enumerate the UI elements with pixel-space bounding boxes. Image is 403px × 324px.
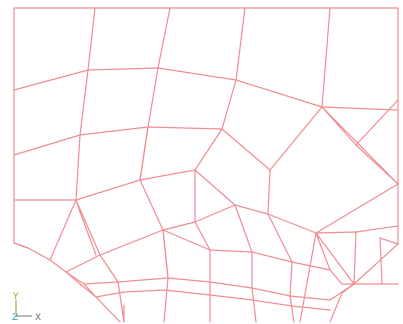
mesh-edge bbox=[315, 232, 331, 271]
mesh-edge bbox=[139, 126, 149, 181]
mesh-edge bbox=[289, 261, 295, 323]
mesh-edge bbox=[194, 169, 269, 215]
mesh-edge bbox=[194, 204, 236, 223]
mesh-edge bbox=[329, 269, 343, 285]
mesh-edge bbox=[65, 254, 101, 273]
mesh-edge bbox=[315, 232, 355, 285]
mesh-edge bbox=[267, 213, 293, 263]
mesh-edge bbox=[99, 229, 164, 256]
mesh-edge bbox=[75, 199, 101, 256]
mesh-edge bbox=[162, 229, 211, 251]
mesh-edge bbox=[162, 229, 169, 279]
mesh-edge bbox=[329, 243, 399, 323]
mesh-edge bbox=[75, 7, 96, 213]
mesh-edge bbox=[75, 169, 196, 201]
mesh-edge bbox=[353, 231, 357, 285]
mesh-edge bbox=[209, 249, 331, 271]
triad-x-label: X bbox=[35, 313, 41, 323]
mesh-edge bbox=[379, 237, 383, 285]
mesh-edge bbox=[251, 251, 257, 323]
mesh-edge bbox=[321, 106, 399, 185]
mesh-edge bbox=[379, 237, 399, 245]
mesh-edge bbox=[49, 199, 77, 261]
mesh-edge bbox=[221, 7, 246, 130]
mesh-edge bbox=[95, 289, 331, 311]
mesh-edge bbox=[79, 211, 97, 256]
mesh-edge bbox=[355, 225, 399, 233]
axis-triad: Y Z X bbox=[12, 292, 41, 323]
mesh-edge bbox=[194, 221, 211, 251]
mesh-edge bbox=[13, 67, 399, 111]
mesh-edge bbox=[83, 283, 97, 298]
mesh-edge bbox=[329, 283, 355, 301]
mesh-edge bbox=[321, 7, 331, 108]
triad-z-label: Z bbox=[12, 313, 18, 323]
triad-y-label: Y bbox=[12, 292, 19, 302]
mesh-edge bbox=[355, 99, 399, 146]
mesh-edge bbox=[117, 277, 331, 301]
mesh-edge bbox=[315, 231, 357, 234]
mesh-edge bbox=[194, 128, 223, 171]
mesh-edge bbox=[139, 179, 196, 231]
mesh-edge bbox=[221, 106, 323, 171]
mesh-edge bbox=[13, 242, 29, 249]
mesh-edge bbox=[267, 169, 271, 215]
mesh-edge bbox=[234, 204, 253, 253]
mesh-edge bbox=[13, 126, 223, 156]
mesh-edge bbox=[99, 254, 125, 323]
mesh-edge bbox=[267, 183, 399, 234]
mesh-edges bbox=[13, 7, 399, 323]
